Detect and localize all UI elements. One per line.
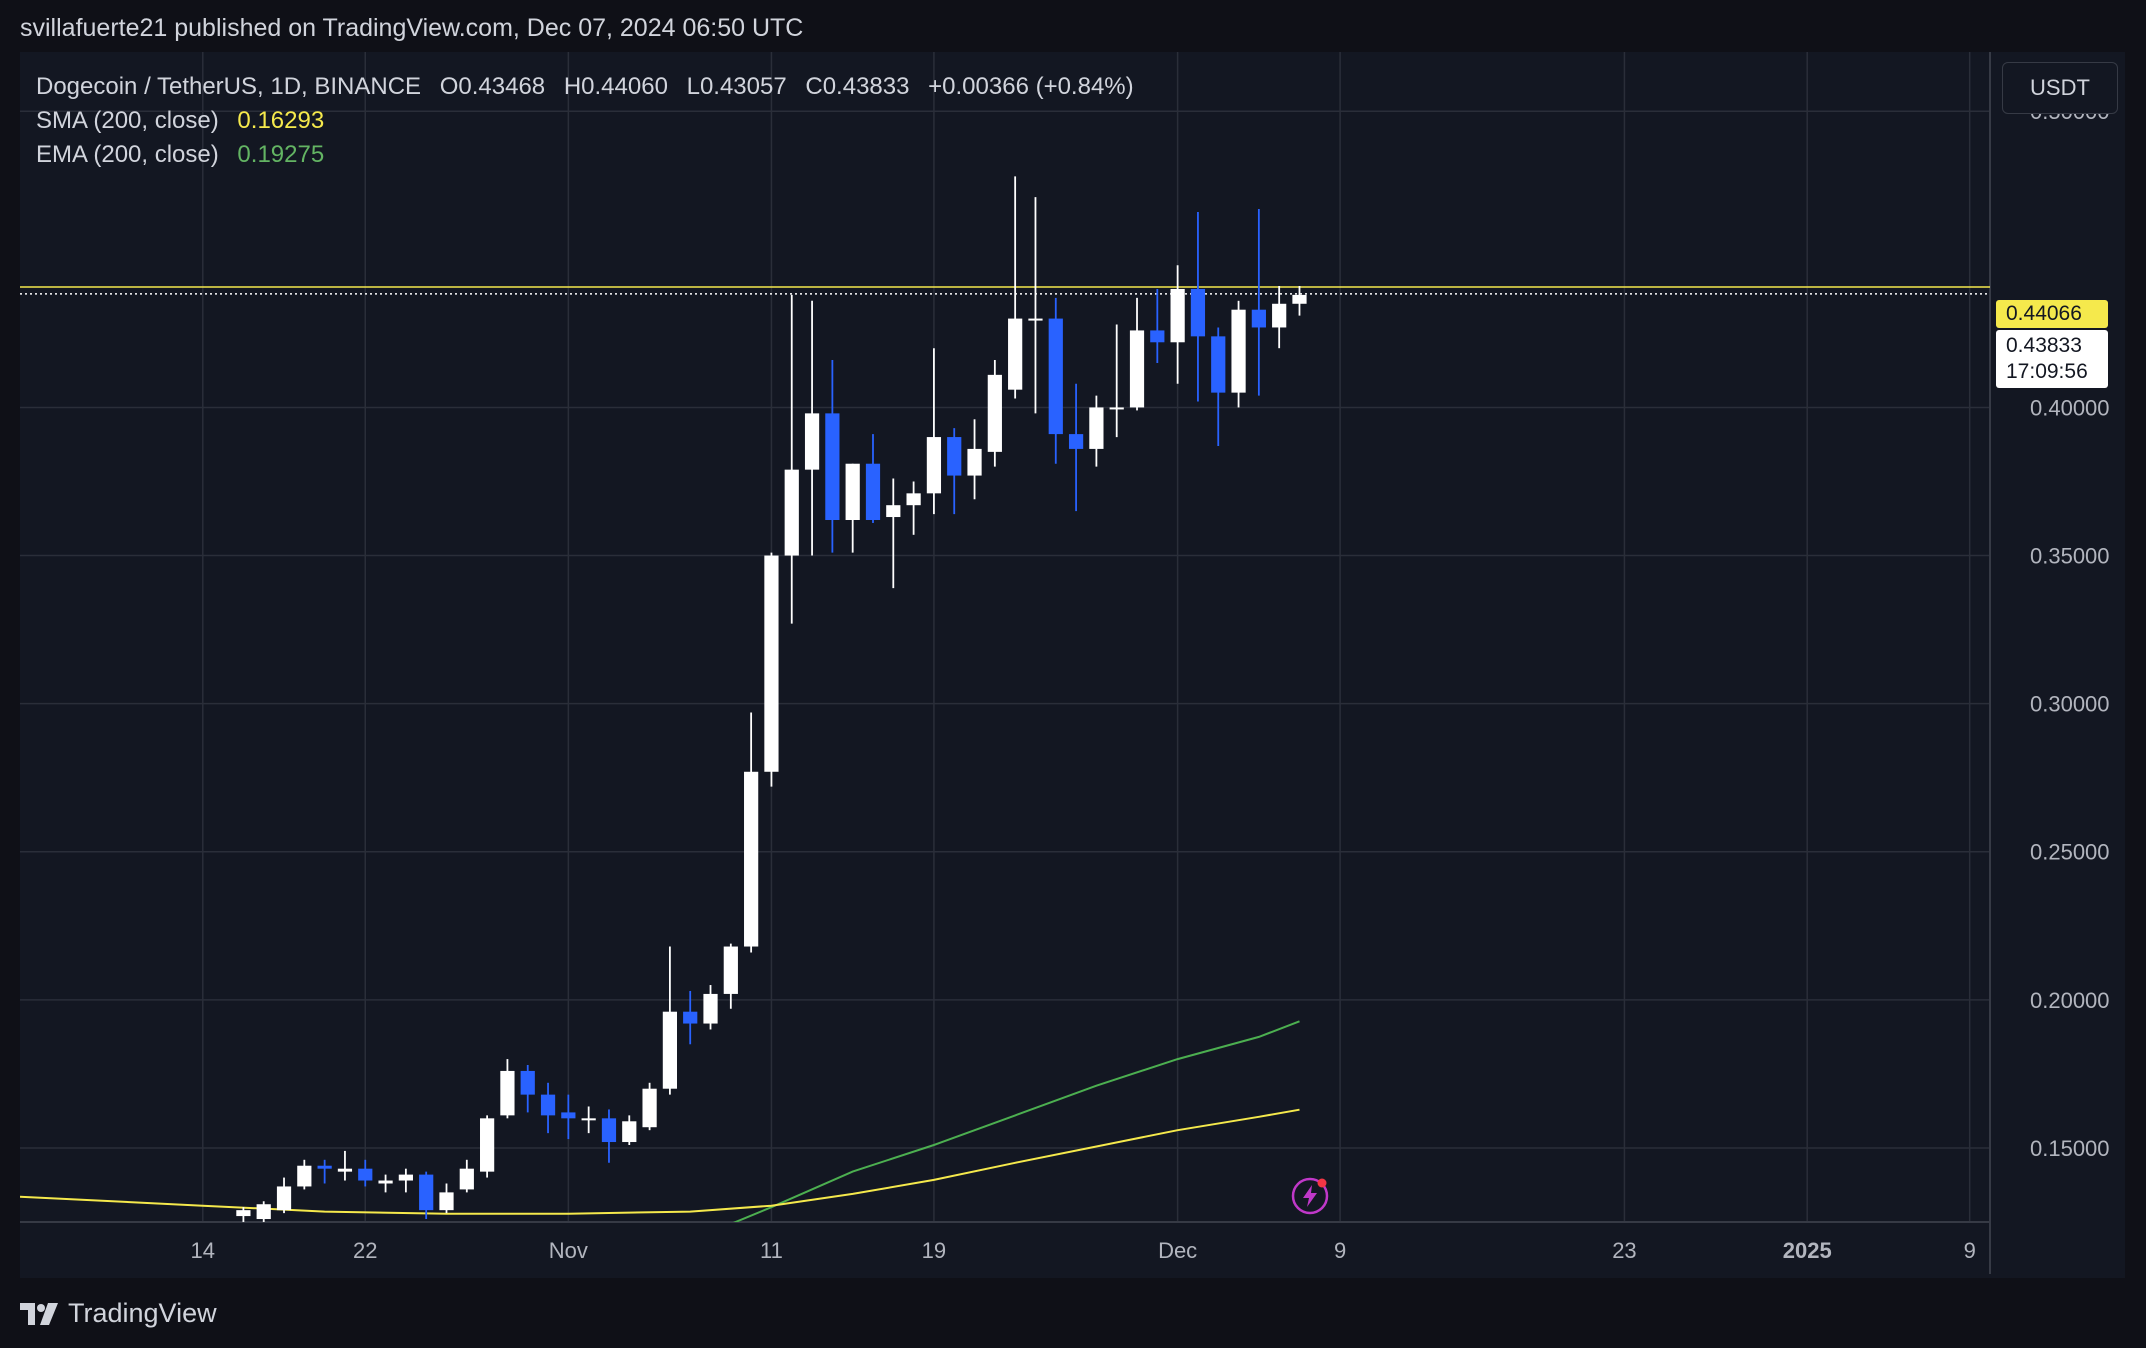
candle-body [236, 1210, 251, 1217]
legend: Dogecoin / TetherUS, 1D, BINANCE O0.4346… [36, 70, 1146, 172]
candle-body [317, 1165, 332, 1169]
high-line-price-tag: 0.44066 [1996, 300, 2108, 328]
candle-body [947, 437, 962, 476]
candle-body [1251, 309, 1266, 328]
plot-background [20, 52, 2125, 1278]
candlestick-chart[interactable]: 0.500000.400000.350000.300000.250000.200… [20, 52, 2125, 1278]
candle-body [906, 493, 921, 506]
candle-body [642, 1088, 657, 1128]
candle-body [1211, 336, 1226, 393]
x-tick-label: 22 [353, 1238, 377, 1263]
candle-body [1190, 288, 1206, 337]
candle-body [256, 1204, 271, 1220]
candle-body [601, 1118, 617, 1143]
candle-body [1048, 318, 1063, 435]
ema-label: EMA (200, close) [36, 141, 219, 168]
x-tick-label: 11 [760, 1238, 783, 1263]
candle-body [987, 374, 1002, 452]
y-tick-label: 0.15000 [2030, 1136, 2110, 1161]
candle-body [1231, 309, 1246, 393]
candle-body [561, 1112, 576, 1119]
chart-frame: 0.500000.400000.350000.300000.250000.200… [20, 52, 2125, 1278]
candle-body [967, 448, 982, 476]
x-tick-label: 14 [191, 1238, 215, 1263]
currency-button[interactable]: USDT [2002, 62, 2118, 114]
candle-body [1109, 407, 1124, 410]
legend-open: O0.43468 [439, 73, 546, 100]
legend-symbol[interactable]: Dogecoin / TetherUS, 1D, BINANCE [36, 73, 422, 100]
x-tick-label: Nov [549, 1238, 588, 1263]
candle-body [358, 1168, 373, 1181]
candle-body [378, 1180, 393, 1184]
candle-body [1292, 294, 1307, 304]
legend-close: C0.43833 [805, 73, 910, 100]
legend-sma-row[interactable]: SMA (200, close) 0.16293 [36, 104, 1146, 138]
candle-body [744, 771, 759, 947]
candle-body [1129, 330, 1145, 408]
y-tick-label: 0.40000 [2030, 395, 2110, 420]
candle-body [825, 413, 840, 520]
candle-body [419, 1174, 434, 1211]
y-tick-label: 0.35000 [2030, 544, 2110, 569]
x-tick-label: 23 [1612, 1238, 1636, 1263]
candle-body [723, 946, 738, 994]
y-tick-label: 0.20000 [2030, 988, 2110, 1013]
sma-label: SMA (200, close) [36, 107, 219, 134]
candle-body [804, 413, 820, 470]
candle-body [1150, 330, 1165, 343]
candle-body [581, 1118, 596, 1121]
candle-body [1028, 318, 1043, 321]
last-price-tag: 0.43833 17:09:56 [1996, 330, 2108, 388]
x-tick-label: 9 [1964, 1238, 1976, 1263]
sma-200-line [20, 1108, 1300, 1215]
candle-body [1008, 318, 1023, 390]
ema-value: 0.19275 [237, 141, 325, 168]
legend-high: H0.44060 [563, 73, 668, 100]
candle-body [1170, 288, 1185, 343]
candle-body [784, 469, 799, 556]
candle-body [520, 1070, 535, 1095]
x-tick-label: 2025 [1783, 1238, 1832, 1263]
candle-body [845, 463, 860, 520]
candle-body [276, 1186, 292, 1211]
ema-200-line [733, 1020, 1300, 1222]
candle-body [480, 1118, 495, 1172]
candle-body [398, 1174, 413, 1181]
x-tick-label: Dec [1158, 1238, 1197, 1263]
legend-change: +0.00366 (+0.84%) [928, 73, 1134, 100]
candle-body [500, 1070, 515, 1116]
y-tick-label: 0.25000 [2030, 840, 2110, 865]
x-tick-label: 9 [1334, 1238, 1346, 1263]
legend-ema-row[interactable]: EMA (200, close) 0.19275 [36, 138, 1146, 172]
candle-body [540, 1094, 556, 1116]
candle-body [703, 993, 718, 1024]
candle-body [1068, 434, 1084, 449]
last-price-value: 0.43833 [2006, 334, 2082, 357]
candle-body [926, 437, 942, 494]
candle-body [683, 1011, 698, 1024]
publisher-line: svillafuerte21 published on TradingView.… [20, 14, 804, 42]
candle-body [297, 1165, 312, 1187]
candle-body [439, 1192, 454, 1211]
footer: TradingView [20, 1298, 217, 1329]
candle-body [459, 1168, 474, 1190]
candle-body [1272, 303, 1287, 328]
y-tick-label: 0.30000 [2030, 692, 2110, 717]
candle-body [622, 1121, 637, 1143]
candle-body [886, 505, 901, 518]
x-tick-label: 19 [922, 1238, 946, 1263]
candle-body [865, 463, 881, 520]
sma-value: 0.16293 [237, 107, 325, 134]
candle-body [662, 1011, 678, 1089]
candle-body [337, 1168, 353, 1172]
candle-body [1089, 407, 1104, 449]
bar-countdown: 17:09:56 [2006, 360, 2088, 383]
tradingview-logo-icon[interactable] [20, 1301, 60, 1327]
legend-ohlc-row: Dogecoin / TetherUS, 1D, BINANCE O0.4346… [36, 70, 1146, 104]
candle-body [764, 555, 779, 772]
footer-brand[interactable]: TradingView [68, 1298, 217, 1328]
legend-low: L0.43057 [686, 73, 787, 100]
lightning-icon[interactable] [1290, 1176, 1330, 1216]
